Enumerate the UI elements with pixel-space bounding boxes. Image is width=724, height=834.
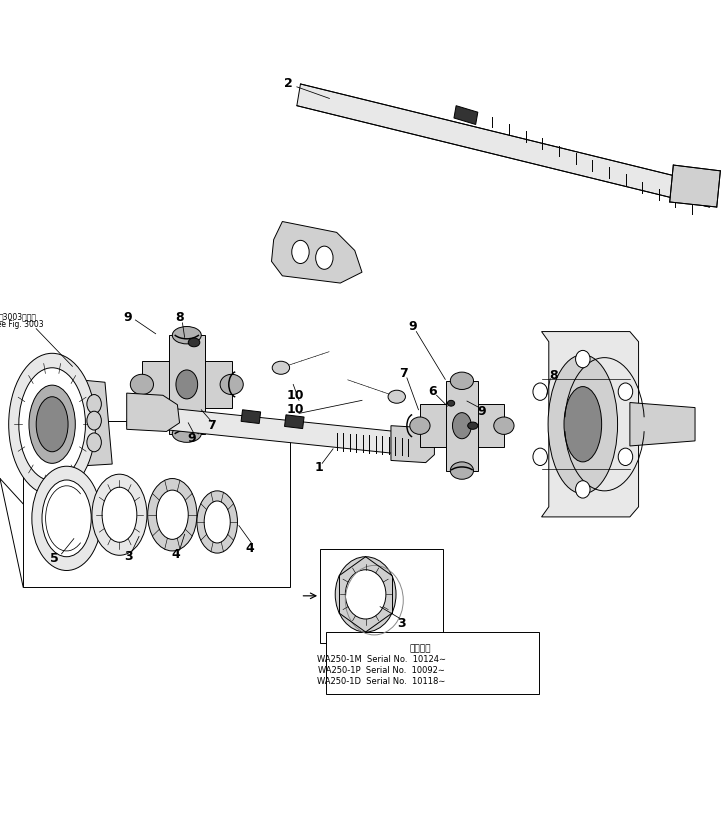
Ellipse shape [92, 475, 147, 555]
Text: 10: 10 [287, 404, 304, 416]
Text: 7: 7 [400, 367, 408, 380]
Text: 9: 9 [188, 432, 196, 445]
Text: 1: 1 [314, 461, 323, 475]
Ellipse shape [533, 448, 547, 465]
Ellipse shape [564, 387, 602, 462]
Polygon shape [630, 403, 695, 446]
Text: 5: 5 [50, 551, 59, 565]
Polygon shape [542, 332, 639, 517]
Text: WA250-1D  Serial No.  10118∼: WA250-1D Serial No. 10118∼ [317, 676, 446, 686]
Ellipse shape [345, 570, 386, 619]
Ellipse shape [176, 370, 198, 399]
Text: 8: 8 [550, 369, 558, 381]
Text: 9: 9 [477, 404, 486, 418]
Text: 3: 3 [124, 550, 132, 562]
Polygon shape [670, 165, 720, 207]
Text: 6: 6 [429, 385, 437, 398]
Ellipse shape [42, 480, 91, 557]
Ellipse shape [36, 397, 68, 452]
Text: 10: 10 [287, 389, 304, 402]
Polygon shape [272, 222, 362, 283]
Polygon shape [52, 377, 112, 468]
Ellipse shape [468, 422, 478, 430]
Polygon shape [241, 409, 261, 424]
Ellipse shape [130, 374, 153, 394]
Text: See Fig. 3003: See Fig. 3003 [0, 319, 44, 329]
Ellipse shape [410, 417, 430, 435]
Ellipse shape [87, 433, 101, 452]
Text: 9: 9 [408, 320, 417, 333]
Text: 適用号码: 適用号码 [409, 644, 431, 653]
Ellipse shape [188, 338, 200, 347]
Ellipse shape [576, 350, 590, 368]
Ellipse shape [148, 479, 197, 551]
Text: 4: 4 [172, 548, 180, 561]
Ellipse shape [87, 394, 101, 414]
Ellipse shape [29, 385, 75, 464]
Polygon shape [446, 381, 478, 470]
Bar [326, 632, 539, 694]
Ellipse shape [32, 466, 101, 570]
Ellipse shape [452, 413, 471, 439]
Ellipse shape [272, 361, 290, 374]
Polygon shape [297, 84, 713, 207]
Polygon shape [127, 404, 431, 457]
Ellipse shape [87, 411, 101, 430]
Ellipse shape [548, 354, 618, 494]
Ellipse shape [172, 326, 201, 344]
Ellipse shape [316, 246, 333, 269]
Text: 7: 7 [207, 420, 216, 432]
Ellipse shape [172, 425, 201, 442]
Polygon shape [285, 414, 304, 429]
Ellipse shape [19, 368, 85, 480]
Text: 8: 8 [175, 311, 184, 324]
Ellipse shape [450, 372, 473, 389]
Polygon shape [454, 106, 478, 124]
Ellipse shape [156, 490, 188, 540]
Ellipse shape [197, 491, 237, 553]
Ellipse shape [102, 487, 137, 542]
Ellipse shape [204, 501, 230, 543]
Text: 4: 4 [245, 542, 254, 555]
Ellipse shape [335, 557, 396, 632]
Polygon shape [391, 425, 434, 463]
Ellipse shape [618, 448, 633, 465]
Ellipse shape [292, 240, 309, 264]
Text: 9: 9 [124, 310, 132, 324]
Text: 第3003図参照: 第3003図参照 [0, 313, 37, 322]
Bar [23, 420, 290, 587]
Polygon shape [169, 335, 205, 434]
Ellipse shape [494, 417, 514, 435]
Text: 2: 2 [284, 78, 292, 90]
Polygon shape [127, 393, 180, 431]
Ellipse shape [388, 390, 405, 404]
Ellipse shape [450, 462, 473, 480]
Polygon shape [420, 404, 504, 447]
Ellipse shape [576, 480, 590, 498]
Ellipse shape [533, 383, 547, 400]
Ellipse shape [220, 374, 243, 394]
Polygon shape [142, 361, 232, 408]
Text: WA250-1P  Serial No.  10092∼: WA250-1P Serial No. 10092∼ [318, 666, 445, 675]
Ellipse shape [9, 354, 96, 495]
Bar [320, 549, 443, 643]
Ellipse shape [618, 383, 633, 400]
Text: 3: 3 [397, 617, 406, 630]
Ellipse shape [447, 400, 455, 406]
Text: WA250-1M  Serial No.  10124∼: WA250-1M Serial No. 10124∼ [317, 655, 446, 664]
